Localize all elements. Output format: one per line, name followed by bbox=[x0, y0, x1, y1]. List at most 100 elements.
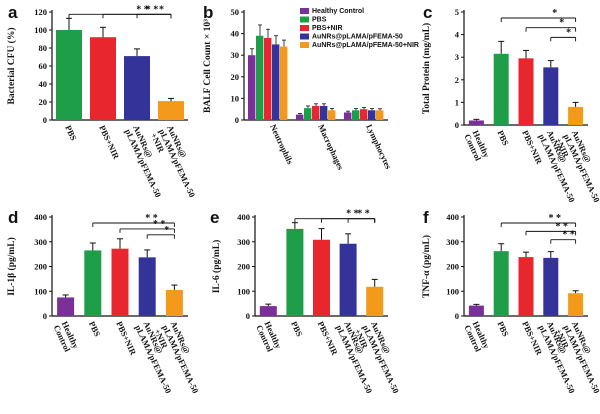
panel-letter: a bbox=[8, 3, 18, 22]
panel-letter: b bbox=[203, 3, 213, 22]
bar bbox=[248, 55, 256, 121]
y-axis-label: IL-1β (pg/mL) bbox=[6, 237, 17, 296]
y-tick-label: 0 bbox=[246, 311, 250, 321]
y-tick-label: 60 bbox=[39, 61, 48, 71]
significance-label: * bbox=[357, 209, 362, 220]
panel-d: d 0 100 200 300 400 IL-1β (pg/mL) HealthyContro… bbox=[6, 208, 209, 399]
significance-label: * * bbox=[153, 219, 166, 230]
y-axis-label: Bacterial CFU (%) bbox=[6, 27, 17, 104]
bar bbox=[543, 67, 559, 125]
legend-label: PBS+NIR bbox=[312, 25, 343, 32]
x-tick-label: Neutrophils bbox=[268, 123, 295, 167]
y-tick-label: 400 bbox=[446, 212, 459, 222]
y-tick-label: 400 bbox=[34, 212, 47, 222]
legend-label: AuNRs@pLAMA/pFEMA-50+NIR bbox=[312, 42, 419, 49]
bar bbox=[56, 30, 82, 120]
bar bbox=[518, 58, 534, 125]
significance-label: * * bbox=[549, 213, 562, 224]
bar bbox=[543, 257, 559, 316]
bar bbox=[259, 306, 277, 316]
y-tick-label: 120 bbox=[34, 7, 47, 17]
significance-label: * * bbox=[146, 4, 159, 15]
significance-label: * bbox=[552, 8, 557, 19]
y-tick-label: 2 bbox=[455, 75, 459, 85]
bar bbox=[493, 251, 509, 316]
significance-label: * bbox=[559, 18, 564, 29]
panel-a: a 0 20 40 60 80 100 120 Bacterial CFU (%) PBS PBS+… bbox=[6, 3, 197, 199]
bar bbox=[368, 110, 376, 120]
y-tick-label: 50 bbox=[231, 7, 240, 17]
bar bbox=[57, 297, 75, 316]
bar bbox=[493, 53, 509, 126]
significance-label: * bbox=[566, 27, 571, 38]
bar bbox=[518, 257, 534, 316]
legend-swatch bbox=[300, 33, 309, 40]
panel-e: e 0 100 200 300 400 IL-6 (pg/mL) HealthyControl… bbox=[210, 208, 401, 395]
x-tick-label: PBS+NIR bbox=[114, 320, 139, 358]
x-tick-label: PBS bbox=[87, 320, 103, 339]
x-tick-label: PBS bbox=[63, 124, 79, 143]
y-tick-label: 200 bbox=[446, 262, 459, 272]
bar bbox=[360, 109, 368, 120]
bar bbox=[366, 286, 384, 316]
x-tick-label: PBS+NIR bbox=[97, 124, 122, 162]
y-tick-label: 100 bbox=[34, 286, 47, 296]
y-tick-label: 300 bbox=[34, 237, 47, 247]
y-tick-label: 1 bbox=[455, 97, 459, 107]
y-tick-label: 0 bbox=[455, 311, 459, 321]
legend-swatch bbox=[300, 16, 309, 23]
bar bbox=[124, 56, 150, 120]
bar bbox=[328, 110, 336, 120]
panel-b: b 0 10 20 30 40 50 BALF Cell Count × 10³ Neutrop… bbox=[203, 3, 419, 172]
x-tick-label: HealthyControl bbox=[462, 320, 492, 355]
bar bbox=[256, 35, 264, 121]
bar bbox=[313, 239, 330, 316]
y-tick-label: 0 bbox=[43, 311, 47, 321]
y-tick-label: 0 bbox=[235, 115, 239, 125]
bar bbox=[84, 250, 102, 316]
x-tick-label: AuNRs@pLAMA/pFEMA-50+NIR bbox=[152, 320, 209, 399]
x-tick-label: Lymphocytes bbox=[364, 123, 394, 172]
panel-c: c 0 1 2 3 4 5 Total Protein (mg/mL) HealthyContr… bbox=[421, 3, 600, 204]
bar bbox=[272, 44, 280, 120]
x-tick-label: PBS+NIR bbox=[316, 320, 341, 358]
y-tick-label: 100 bbox=[446, 286, 459, 296]
y-tick-label: 40 bbox=[231, 29, 240, 39]
y-axis-label: Total Protein (mg/mL) bbox=[421, 23, 432, 114]
y-tick-label: 40 bbox=[39, 79, 48, 89]
x-tick-label: HealthyControl bbox=[52, 320, 82, 355]
y-tick-label: 20 bbox=[231, 72, 240, 82]
y-axis-label: IL-6 (pg/mL) bbox=[211, 240, 222, 294]
y-axis-label: TNF-α (pg/mL) bbox=[421, 235, 432, 298]
bar bbox=[280, 46, 288, 121]
legend-swatch bbox=[300, 8, 309, 14]
y-tick-label: 200 bbox=[34, 262, 47, 272]
bar bbox=[339, 243, 357, 316]
bar bbox=[158, 101, 184, 120]
y-tick-label: 3 bbox=[455, 52, 459, 62]
y-tick-label: 4 bbox=[455, 30, 460, 40]
y-tick-label: 100 bbox=[237, 286, 250, 296]
panel-f: f 0 100 200 300 400 TNF-α (pg/mL) HealthyContro… bbox=[421, 208, 600, 395]
bar bbox=[264, 37, 272, 120]
significance-label: * * bbox=[346, 209, 359, 220]
significance-label: * * bbox=[562, 230, 575, 241]
bar bbox=[165, 290, 183, 316]
y-tick-label: 80 bbox=[39, 43, 48, 53]
bar bbox=[468, 305, 484, 316]
y-tick-label: 20 bbox=[39, 97, 48, 107]
bar bbox=[468, 120, 484, 125]
bar bbox=[568, 106, 584, 125]
y-tick-label: 30 bbox=[231, 50, 240, 60]
y-axis-label: BALF Cell Count × 10³ bbox=[203, 19, 213, 113]
legend-label: AuNRs@pLAMA/pFEMA-50 bbox=[312, 34, 403, 41]
significance-label: * * bbox=[145, 213, 158, 224]
x-tick-label: HealthyControl bbox=[462, 129, 492, 164]
significance-label: * bbox=[164, 225, 169, 236]
bar bbox=[320, 105, 328, 120]
panel-letter: e bbox=[210, 208, 219, 227]
x-tick-label: PBS bbox=[495, 320, 511, 339]
bar bbox=[568, 293, 584, 316]
legend-label: PBS bbox=[312, 17, 327, 24]
